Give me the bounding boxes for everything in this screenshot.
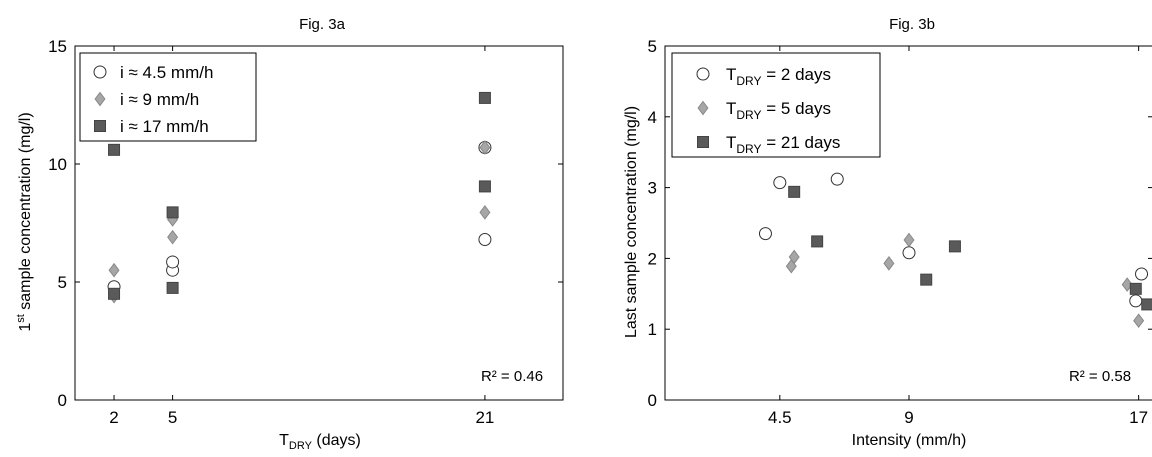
data-point-diamond	[1121, 277, 1133, 292]
x-tick-label: 21	[475, 408, 494, 427]
x-tick-label: 2	[109, 408, 118, 427]
x-axis: 2 5 21	[109, 46, 494, 427]
legend-label: TDRY = 2 days	[726, 65, 831, 88]
x-axis-label-main: T	[279, 432, 289, 449]
x-tick-label: 9	[904, 408, 913, 427]
data-point-diamond	[479, 205, 491, 220]
data-point-diamond	[1133, 313, 1145, 329]
y-tick-label: 0	[58, 391, 67, 410]
y-tick-label: 5	[648, 37, 657, 56]
data-point-circle	[1135, 267, 1149, 281]
data-point-square	[811, 235, 824, 248]
data-point-square	[920, 273, 933, 286]
chart-title: Fig. 3b	[889, 16, 935, 33]
data-point-square	[108, 143, 121, 156]
x-tick-label: 4.5	[768, 408, 792, 427]
data-point-diamond	[479, 140, 491, 155]
x-axis-label-rest: (days)	[312, 432, 361, 449]
legend-label: i ≈ 17 mm/h	[120, 117, 209, 136]
legend-label: TDRY = 5 days	[726, 99, 831, 122]
legend-label: TDRY = 21 days	[726, 133, 840, 156]
legend: i ≈ 4.5 mm/h i ≈ 9 mm/h i ≈ 17 mm/h	[79, 52, 257, 142]
annotation-r2: R² = 0.46	[481, 368, 543, 385]
y-tick-label: 0	[648, 391, 657, 410]
data-point-square	[108, 287, 121, 300]
y-tick-label: 10	[48, 155, 67, 174]
data-point-square	[478, 180, 491, 193]
chart-title: Fig. 3a	[299, 16, 346, 33]
legend-label: i ≈ 4.5 mm/h	[120, 63, 213, 82]
data-point-square	[1141, 298, 1152, 311]
y-axis: 0 5 10 15	[48, 37, 563, 410]
legend-marker-diamond	[94, 91, 106, 107]
data-point-square	[166, 206, 179, 219]
y-axis-label-rest: sample concentration (mg/l)	[17, 112, 34, 314]
y-axis-label-sup: st	[15, 314, 27, 323]
chart-fig-3a: Fig. 3a 0 5 10 15 2 5 21 i ≈ 4.5 mm/h i ≈ 9 mm…	[15, 16, 564, 452]
y-tick-label: 1	[648, 320, 657, 339]
y-tick-label: 2	[648, 249, 657, 268]
legend-label: i ≈ 9 mm/h	[120, 90, 199, 109]
x-tick-label: 17	[1129, 408, 1148, 427]
y-axis-label: 1st sample concentration (mg/l)	[15, 112, 34, 331]
legend: TDRY = 2 days TDRY = 5 days TDRY = 21 days	[671, 52, 881, 158]
data-point-diamond	[167, 229, 179, 245]
data-point-square	[788, 185, 801, 198]
data-point-diamond	[903, 232, 915, 248]
y-tick-label: 5	[58, 273, 67, 292]
data-point-diamond	[788, 249, 800, 265]
legend-box	[79, 52, 257, 142]
data-point-square	[1129, 282, 1142, 295]
data-point-diamond	[883, 256, 895, 271]
x-axis-label-sub: DRY	[289, 440, 313, 452]
annotation-r2: R² = 0.58	[1069, 368, 1131, 385]
legend-marker-circle	[696, 67, 710, 81]
y-axis-label-pre: 1	[17, 323, 34, 332]
data-point-circle	[830, 172, 844, 186]
data-point-circle	[478, 233, 492, 247]
y-axis-label: Last sample concentration (mg/l)	[623, 106, 640, 338]
data-point-square	[948, 240, 961, 253]
data-points	[107, 91, 492, 304]
x-axis-label: TDRY (days)	[279, 432, 361, 452]
data-point-circle	[773, 176, 787, 190]
data-point-circle	[758, 227, 772, 241]
y-tick-label: 15	[48, 37, 67, 56]
y-axis: 0 1 2 3 4 5	[648, 37, 1152, 410]
data-point-circle	[166, 255, 180, 269]
x-axis-label: Intensity (mm/h)	[852, 432, 967, 449]
legend-marker-square	[94, 120, 106, 132]
data-point-diamond	[108, 262, 120, 278]
x-axis: 4.5 9 17	[768, 46, 1148, 427]
legend-marker-circle	[93, 65, 107, 79]
y-tick-label: 4	[648, 108, 657, 127]
data-point-square	[166, 281, 179, 294]
data-points	[758, 172, 1152, 329]
x-tick-label: 5	[168, 408, 177, 427]
data-point-circle	[902, 246, 916, 260]
data-point-circle	[1129, 294, 1143, 308]
y-tick-label: 3	[648, 179, 657, 198]
legend-marker-diamond	[697, 100, 709, 116]
data-point-square	[478, 91, 491, 104]
legend-marker-square	[697, 136, 709, 148]
